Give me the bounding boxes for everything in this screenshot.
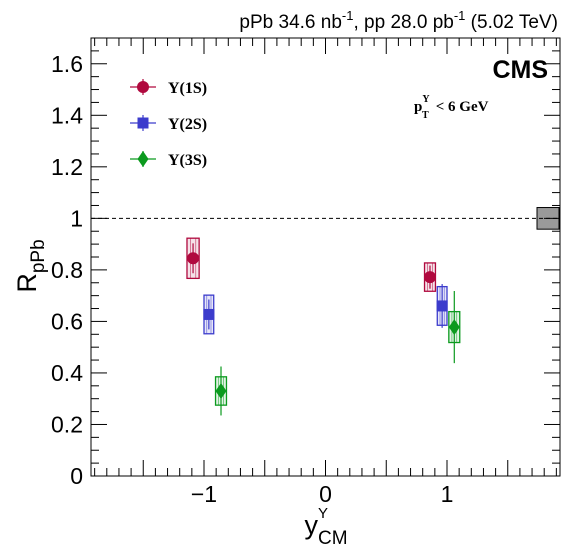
legend-marker-2 bbox=[137, 151, 149, 167]
y-tick-label: 0.2 bbox=[51, 411, 83, 437]
point-s0-p1 bbox=[423, 271, 436, 284]
pt-cut-sub: T bbox=[422, 110, 429, 121]
legend-label-2: Υ(3S) bbox=[168, 152, 207, 169]
systematic-boxes bbox=[186, 207, 560, 406]
legend-label-0: Υ(1S) bbox=[168, 80, 207, 97]
axis-ticks: 0 0.2 0.4 0.6 0.8 1 1.2 1.4 1.6 −1 0 1 bbox=[51, 37, 560, 507]
x-tick-label: −1 bbox=[191, 481, 217, 507]
y-axis-label: RpPb bbox=[12, 239, 49, 292]
lumi-sup-2: -1 bbox=[454, 8, 466, 23]
point-s2-p0 bbox=[215, 382, 227, 399]
x-axis-label: yΥ CM bbox=[304, 505, 347, 549]
point-s1-p1 bbox=[436, 300, 448, 312]
lumi-part-3: (5.02 TeV) bbox=[465, 12, 558, 33]
y-tick-label: 1.4 bbox=[51, 102, 83, 128]
point-s0-p0 bbox=[187, 252, 200, 265]
y-tick-label: 1.2 bbox=[51, 154, 83, 180]
x-axis-label-sub: CM bbox=[318, 528, 348, 549]
legend: Υ(1S) Υ(2S) Υ(3S) bbox=[130, 79, 207, 169]
y-tick-label: 1.6 bbox=[51, 51, 83, 77]
y-tick-label: 0.4 bbox=[51, 360, 83, 386]
point-s2-p1 bbox=[448, 319, 460, 336]
y-tick-label: 0.6 bbox=[51, 308, 83, 334]
x-tick-label: 0 bbox=[319, 481, 332, 507]
experiment-label: CMS bbox=[492, 56, 548, 84]
plot-frame bbox=[90, 37, 561, 477]
y-axis-label-sub: pPb bbox=[28, 239, 49, 273]
lumi-sup-1: -1 bbox=[342, 8, 354, 23]
y-axis-label-base: R bbox=[12, 273, 42, 293]
x-axis-label-sup: Υ bbox=[318, 505, 328, 522]
legend-marker-1 bbox=[137, 117, 149, 129]
pt-cut-sup: Υ bbox=[422, 94, 430, 105]
y-tick-label: 1 bbox=[70, 205, 83, 231]
legend-marker-0 bbox=[137, 81, 149, 93]
lumi-part-1: pPb 34.6 nb bbox=[239, 12, 341, 33]
pt-cut-base: p bbox=[414, 99, 422, 115]
x-axis-label-base: y bbox=[304, 510, 318, 540]
lumi-part-2: , pp 28.0 pb bbox=[353, 12, 453, 33]
x-tick-label: 1 bbox=[441, 481, 454, 507]
legend-label-1: Υ(2S) bbox=[168, 116, 207, 133]
point-s1-p0 bbox=[203, 308, 215, 320]
pt-cut-rest: < 6 GeV bbox=[432, 99, 489, 115]
y-tick-label: 0.8 bbox=[51, 257, 83, 283]
pt-cut-label: pΥ T < 6 GeV bbox=[414, 94, 489, 121]
lumi-label: pPb 34.6 nb-1, pp 28.0 pb-1 (5.02 TeV) bbox=[239, 8, 558, 33]
data-points bbox=[187, 243, 460, 416]
y-tick-label: 0 bbox=[70, 463, 83, 489]
